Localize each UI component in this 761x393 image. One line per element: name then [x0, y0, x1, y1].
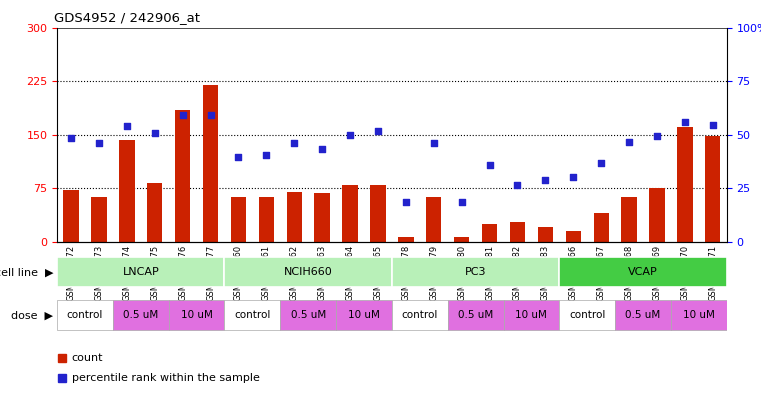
- Bar: [482, 224, 497, 242]
- Bar: [671, 300, 727, 331]
- Bar: [280, 300, 336, 331]
- Point: [511, 182, 524, 188]
- Text: NCIH660: NCIH660: [284, 267, 333, 277]
- Text: dose  ▶: dose ▶: [11, 310, 53, 320]
- Bar: [398, 237, 413, 242]
- Text: percentile rank within the sample: percentile rank within the sample: [72, 373, 260, 383]
- Point: [288, 140, 301, 146]
- Point: [260, 151, 272, 158]
- Bar: [426, 197, 441, 242]
- Bar: [113, 300, 169, 331]
- Point: [651, 133, 663, 139]
- Bar: [538, 228, 553, 242]
- Bar: [336, 300, 392, 331]
- Bar: [594, 213, 609, 242]
- Point: [400, 199, 412, 206]
- Bar: [57, 257, 224, 287]
- Text: 0.5 uM: 0.5 uM: [626, 310, 661, 320]
- Point: [65, 135, 77, 141]
- Bar: [169, 300, 224, 331]
- Bar: [287, 192, 302, 242]
- Bar: [91, 197, 107, 242]
- Point: [177, 112, 189, 118]
- Text: 10 uM: 10 uM: [683, 310, 715, 320]
- Bar: [119, 140, 135, 242]
- Bar: [615, 300, 671, 331]
- Bar: [705, 136, 721, 242]
- Bar: [447, 300, 504, 331]
- Point: [595, 160, 607, 166]
- Text: 10 uM: 10 uM: [348, 310, 380, 320]
- Point: [567, 174, 579, 180]
- Bar: [57, 300, 113, 331]
- Text: cell line  ▶: cell line ▶: [0, 267, 53, 277]
- Bar: [649, 188, 664, 242]
- Text: PC3: PC3: [465, 267, 486, 277]
- Point: [623, 139, 635, 145]
- Bar: [371, 185, 386, 242]
- Point: [679, 119, 691, 125]
- Point: [483, 162, 495, 169]
- Bar: [677, 127, 693, 242]
- Text: VCAP: VCAP: [628, 267, 658, 277]
- Bar: [63, 189, 78, 242]
- Bar: [259, 197, 274, 242]
- Point: [148, 130, 161, 136]
- Point: [707, 122, 719, 129]
- Bar: [504, 300, 559, 331]
- Point: [232, 154, 244, 161]
- Bar: [314, 193, 330, 242]
- Bar: [224, 300, 280, 331]
- Bar: [559, 300, 615, 331]
- Bar: [559, 257, 727, 287]
- Point: [540, 176, 552, 183]
- Text: control: control: [234, 310, 271, 320]
- Point: [121, 123, 133, 129]
- Text: 10 uM: 10 uM: [515, 310, 547, 320]
- Text: control: control: [67, 310, 103, 320]
- Bar: [203, 84, 218, 242]
- Bar: [565, 231, 581, 242]
- Bar: [147, 183, 162, 242]
- Point: [316, 146, 328, 152]
- Bar: [342, 185, 358, 242]
- Bar: [175, 110, 190, 242]
- Bar: [231, 197, 246, 242]
- Text: 0.5 uM: 0.5 uM: [123, 310, 158, 320]
- Bar: [392, 300, 447, 331]
- Bar: [454, 237, 470, 242]
- Point: [428, 140, 440, 146]
- Text: 0.5 uM: 0.5 uM: [458, 310, 493, 320]
- Point: [372, 128, 384, 134]
- Point: [344, 131, 356, 138]
- Text: GDS4952 / 242906_at: GDS4952 / 242906_at: [54, 11, 199, 24]
- Bar: [622, 197, 637, 242]
- Text: control: control: [402, 310, 438, 320]
- Text: 0.5 uM: 0.5 uM: [291, 310, 326, 320]
- Point: [205, 112, 217, 118]
- Text: count: count: [72, 353, 103, 363]
- Text: control: control: [569, 310, 606, 320]
- Bar: [392, 257, 559, 287]
- Bar: [224, 257, 392, 287]
- Text: LNCAP: LNCAP: [123, 267, 159, 277]
- Text: 10 uM: 10 uM: [180, 310, 212, 320]
- Bar: [510, 222, 525, 242]
- Point: [93, 140, 105, 146]
- Point: [456, 199, 468, 206]
